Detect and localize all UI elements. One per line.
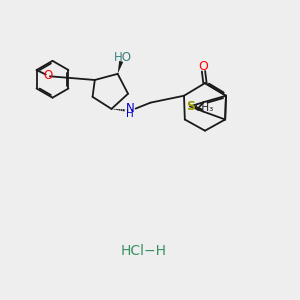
Text: S: S [186, 100, 195, 113]
Text: O: O [43, 69, 52, 82]
Text: CH₃: CH₃ [195, 103, 214, 113]
Text: HO: HO [114, 51, 132, 64]
Text: HCl−H: HCl−H [121, 244, 167, 258]
Text: O: O [199, 60, 208, 73]
Text: N: N [126, 102, 135, 115]
Polygon shape [118, 61, 123, 74]
Text: H: H [126, 109, 134, 119]
